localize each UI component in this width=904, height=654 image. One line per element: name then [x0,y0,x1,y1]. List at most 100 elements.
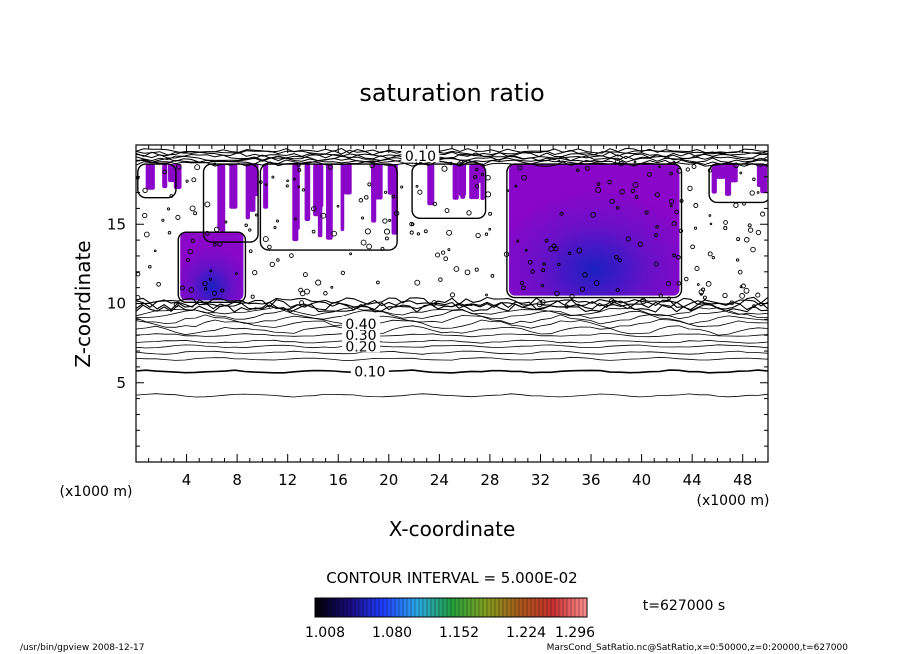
contour-speckle [166,207,171,211]
contour-speckle [541,268,546,273]
contour-speckle [760,211,766,217]
contour-speckle [693,203,699,208]
contour-speckle [142,187,148,194]
contour-speckle [745,161,749,164]
contour-speckle [388,218,392,222]
contour-speckle [331,230,337,237]
contour-speckle [273,226,277,230]
contour-speckle [615,159,621,165]
contour-line [136,307,768,317]
contour-speckle [449,292,456,298]
contour-speckle [323,291,328,296]
x-axis-label: X-coordinate [389,517,516,541]
shaded-region [313,164,319,217]
contour-speckle [654,192,661,198]
x-tick-label: 48 [733,471,752,489]
contour-speckle [224,220,228,224]
contour-speckle [175,214,181,220]
contour-label: 0.30 [345,328,376,344]
contour-speckle [485,191,492,198]
shaded-region [458,164,467,196]
contour-speckle [637,241,643,247]
contour-speckle [156,281,161,287]
colorbar-stripes [318,598,584,617]
contour-speckle [208,277,212,281]
contour-speckle [367,182,372,187]
contour-speckle [376,280,380,285]
contour-speckle [369,163,375,169]
contour-speckle [749,190,755,196]
contour-line [136,319,768,329]
contour-speckle [617,258,622,263]
contour-speckle [142,212,148,219]
contour-speckle [634,195,639,199]
shaded-region [452,164,459,200]
x-tick-label: 40 [632,471,651,489]
contour-labels: 0.10 0.200.300.40 0.10 [341,148,440,381]
shaded-region [728,164,738,183]
contour-speckle [304,288,310,295]
x-tick-label: 36 [581,471,600,489]
contour-line [136,333,768,338]
contour-speckle [608,298,615,305]
y-axis-ticks: 5 10 15 [107,160,768,447]
footer-left: /usr/bin/gpview 2008-12-17 [20,643,144,653]
contour-speckle [271,175,275,179]
contour-speckle [364,228,371,235]
contour-speckle [503,251,510,257]
contour-speckle [672,160,676,164]
shaded-region [295,164,300,230]
contour-speckle [173,302,179,308]
contour-speckle [684,276,689,282]
contour-speckle [687,185,693,192]
contour-speckle [702,295,707,300]
contour-speckle [747,223,752,228]
contour-speckle [632,181,639,188]
contour-speckle [524,248,528,252]
shaded-region [387,164,394,195]
contour-speckle [136,158,766,309]
contour-speckle [432,201,438,207]
contour-speckle [220,288,225,293]
x-unit-right: (x1000 m) [697,493,770,509]
contour-speckle [739,285,743,289]
contour-speckle [187,248,193,255]
contour-label-bg [341,327,380,342]
contour-speckle [185,257,190,263]
contour-speckle [194,164,201,171]
contour-speckle [653,261,659,267]
chart-title: saturation ratio [359,79,544,107]
contour-speckle [625,236,631,242]
contour-speckle [514,184,518,188]
contour-speckle [248,249,253,254]
contour-speckle [384,190,388,194]
contour-speckle [415,184,419,188]
y-tick-label: 5 [116,374,126,392]
contour-speckle [190,238,195,243]
contour-speckle [736,237,741,242]
contour-speckle [349,252,353,256]
footer-right: MarsCond_SatRatio.nc@SatRatio,x=0:50000,… [547,643,849,653]
contour-speckle [204,287,208,291]
shaded-region [326,164,333,240]
contour-speckle [559,211,564,216]
contour-speckle [644,210,649,215]
contour-speckle [293,217,297,221]
contour-speckle [446,229,453,236]
contour-speckle [711,255,715,260]
contour-label: 0.20 [345,339,376,355]
shaded-region [145,164,155,190]
contour-speckle [755,229,762,236]
contour-speckle [742,201,746,206]
contour-speckle [148,264,152,269]
contour-speckle [553,246,559,252]
contour-line [136,309,768,320]
contour-speckle [217,241,223,247]
contour-speckle [582,272,588,278]
contour-speckle [473,174,478,180]
contour-label: 0.40 [345,317,376,333]
contour-speckle [614,254,619,260]
contour-speckle [739,171,743,175]
contour-speckle [414,279,421,286]
